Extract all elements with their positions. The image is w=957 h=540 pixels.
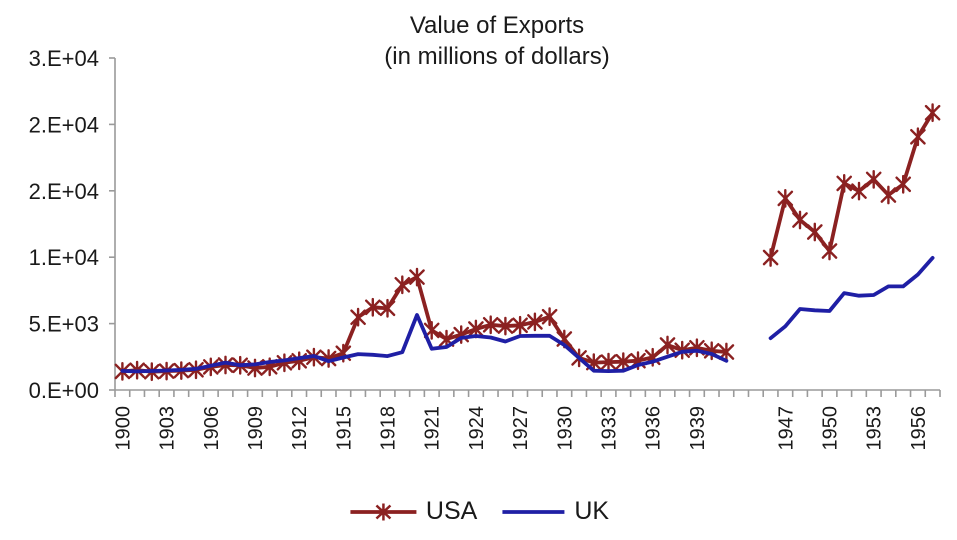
export-value-line-chart: 0.E+00 5.E+03 1.E+04 2.E+04 2.E+04 3.E+04 1900… <box>29 46 941 451</box>
svg-text:2.E+04: 2.E+04 <box>29 179 99 204</box>
svg-text:1933: 1933 <box>599 406 621 451</box>
svg-text:5.E+03: 5.E+03 <box>29 312 99 337</box>
uk-series-line <box>120 255 935 374</box>
svg-text:1918: 1918 <box>378 406 400 451</box>
svg-text:1906: 1906 <box>201 406 223 451</box>
chart-subtitle: (in millions of dollars) <box>384 43 610 70</box>
svg-text:1903: 1903 <box>157 406 179 451</box>
svg-text:1953: 1953 <box>864 406 886 451</box>
legend-item-usa: USA <box>348 497 477 526</box>
svg-text:1924: 1924 <box>466 406 488 451</box>
x-axis-tick-labels: 1900 1903 1906 1909 1912 1915 1918 1921 1924 1927… <box>112 406 930 451</box>
uk-line-icon <box>502 509 565 514</box>
svg-text:1936: 1936 <box>643 406 665 451</box>
axes <box>109 57 941 397</box>
svg-text:3.E+04: 3.E+04 <box>29 46 99 71</box>
chart-title: Value of Exports <box>409 12 585 39</box>
svg-text:1947: 1947 <box>775 406 797 451</box>
svg-text:0.E+00: 0.E+00 <box>29 378 99 403</box>
legend-label-usa: USA <box>425 497 478 525</box>
svg-text:1.E+04: 1.E+04 <box>29 245 99 270</box>
chart-legend: USA UK <box>348 497 609 526</box>
svg-text:2.E+04: 2.E+04 <box>29 112 99 137</box>
svg-text:1950: 1950 <box>820 406 842 451</box>
svg-text:1939: 1939 <box>687 406 709 451</box>
svg-text:1912: 1912 <box>289 406 311 451</box>
legend-item-uk: UK <box>500 497 609 526</box>
y-axis-tick-labels: 0.E+00 5.E+03 1.E+04 2.E+04 2.E+04 3.E+04 <box>29 46 99 403</box>
svg-text:1915: 1915 <box>333 406 355 451</box>
svg-text:1927: 1927 <box>510 406 532 451</box>
usa-line-marker-icon <box>349 503 416 520</box>
usa-series-markers <box>114 103 941 382</box>
chart-title-block: Value of Exports (in millions of dollars… <box>384 10 609 72</box>
svg-text:1909: 1909 <box>245 406 267 451</box>
svg-text:1956: 1956 <box>908 406 930 451</box>
legend-label-uk: UK <box>574 497 610 525</box>
svg-text:1900: 1900 <box>112 406 134 451</box>
svg-text:1930: 1930 <box>554 406 576 451</box>
usa-series-line <box>114 103 941 382</box>
svg-text:1921: 1921 <box>422 406 444 451</box>
